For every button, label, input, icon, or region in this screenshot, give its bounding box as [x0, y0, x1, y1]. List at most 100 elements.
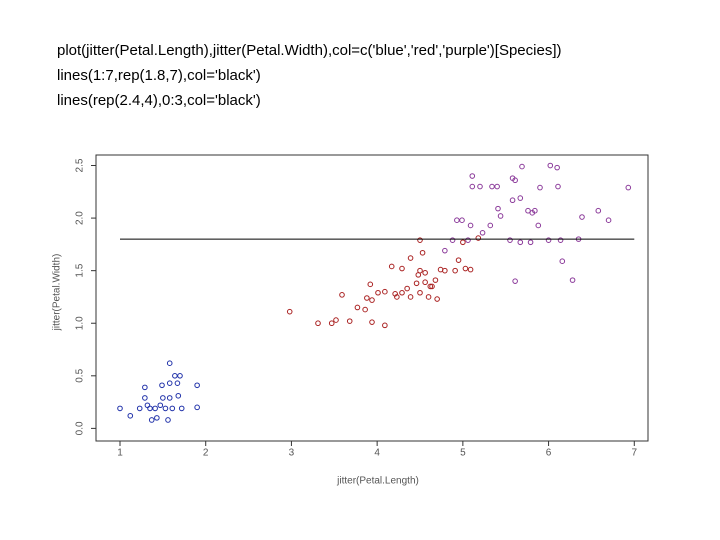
- point: [315, 320, 321, 327]
- point: [494, 183, 500, 190]
- point: [569, 277, 576, 283]
- point: [467, 222, 474, 229]
- point: [417, 267, 423, 274]
- point: [399, 289, 405, 296]
- point: [117, 405, 123, 412]
- point: [507, 237, 513, 243]
- point: [579, 214, 585, 220]
- point: [136, 405, 143, 412]
- point: [537, 184, 543, 191]
- point: [152, 405, 158, 412]
- point: [495, 205, 501, 212]
- point: [172, 373, 178, 379]
- point: [388, 263, 395, 270]
- y-tick-label: 0.0: [75, 421, 86, 435]
- point: [554, 164, 560, 171]
- x-axis-label: jitter(Petal.Length): [336, 476, 419, 487]
- point: [525, 207, 531, 214]
- point: [127, 412, 134, 419]
- point: [557, 237, 564, 243]
- x-tick-label: 1: [117, 448, 123, 459]
- point: [369, 297, 375, 303]
- point: [460, 239, 466, 246]
- point: [605, 217, 612, 223]
- x-tick-label: 2: [203, 448, 209, 459]
- point: [449, 237, 456, 243]
- point: [595, 207, 602, 214]
- point: [422, 279, 428, 286]
- point: [166, 380, 173, 386]
- point: [455, 257, 462, 263]
- point: [178, 405, 185, 412]
- point: [177, 373, 183, 379]
- point: [459, 217, 465, 223]
- point: [462, 265, 469, 272]
- point: [512, 278, 518, 284]
- point: [434, 296, 440, 302]
- point: [165, 417, 171, 423]
- point: [362, 306, 368, 313]
- point: [382, 322, 388, 329]
- point: [477, 183, 483, 190]
- point: [160, 395, 166, 401]
- point: [417, 237, 423, 243]
- y-tick-label: 0.5: [75, 368, 86, 382]
- point: [425, 294, 432, 300]
- point: [432, 277, 439, 283]
- point: [174, 380, 181, 386]
- point: [382, 288, 388, 295]
- point: [148, 417, 155, 423]
- y-tick-label: 1.5: [75, 263, 86, 277]
- point: [532, 207, 538, 214]
- point: [399, 265, 405, 272]
- point: [159, 382, 165, 389]
- point: [555, 183, 561, 190]
- point: [517, 195, 524, 201]
- point: [194, 404, 200, 411]
- x-tick-label: 7: [632, 448, 638, 459]
- point: [375, 289, 381, 296]
- point: [394, 294, 400, 300]
- point: [142, 395, 148, 401]
- point: [286, 308, 293, 315]
- x-tick-label: 6: [546, 448, 552, 459]
- point: [175, 392, 182, 399]
- point: [547, 162, 554, 169]
- point: [364, 295, 370, 301]
- point: [535, 222, 542, 229]
- plot-frame: [95, 154, 649, 442]
- point: [429, 283, 435, 290]
- point: [442, 267, 448, 274]
- point: [465, 237, 471, 243]
- code-line: lines(1:7,rep(1.8,7),col='black'): [57, 67, 261, 84]
- point: [545, 237, 552, 243]
- point: [509, 197, 516, 204]
- point: [442, 247, 448, 254]
- point: [454, 217, 460, 223]
- code-line: lines(rep(2.4,4),0:3,col='black'): [57, 92, 261, 109]
- point: [413, 280, 420, 287]
- point: [147, 405, 153, 412]
- point: [169, 405, 176, 412]
- y-axis-label: jitter(Petal.Width): [52, 254, 63, 332]
- point: [625, 184, 632, 191]
- point: [166, 395, 173, 401]
- point: [527, 239, 534, 246]
- point: [452, 267, 458, 274]
- point: [369, 319, 375, 325]
- x-tick-label: 4: [374, 448, 380, 459]
- point: [417, 289, 423, 296]
- point: [328, 320, 335, 327]
- point: [407, 255, 414, 261]
- point: [479, 230, 486, 236]
- point: [497, 213, 504, 219]
- y-tick-label: 1.0: [75, 316, 86, 330]
- point: [339, 292, 345, 298]
- x-tick-label: 3: [289, 448, 295, 459]
- point: [154, 415, 160, 421]
- point: [519, 163, 525, 170]
- point: [475, 235, 482, 241]
- point: [142, 384, 148, 391]
- point: [354, 304, 361, 311]
